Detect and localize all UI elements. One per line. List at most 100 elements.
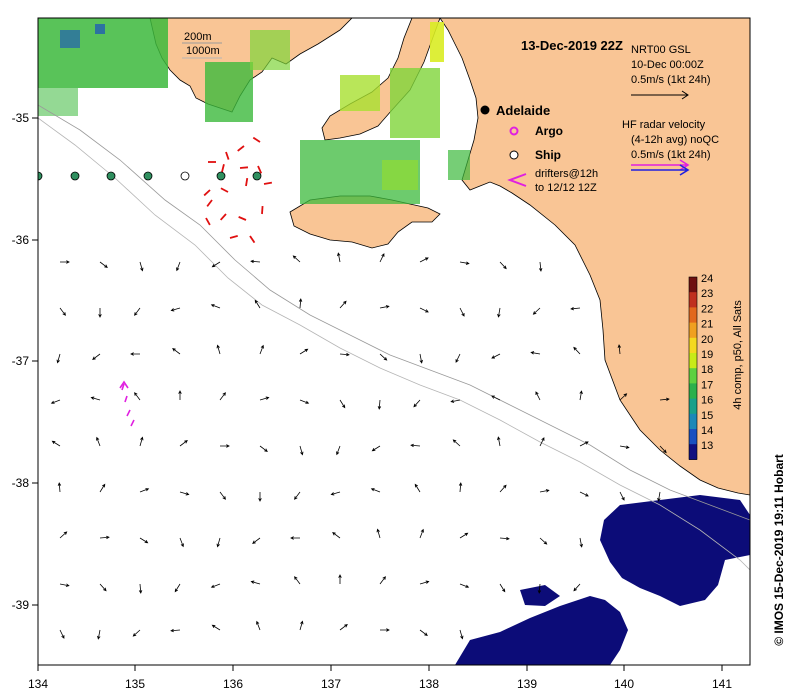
velocity-arrow [179, 537, 184, 548]
drifter-arrow [220, 187, 229, 193]
colorbar-tick-label: 21 [701, 319, 713, 331]
drifter-legend-icon [507, 173, 527, 187]
velocity-arrow [90, 396, 101, 401]
velocity-arrow [176, 261, 181, 272]
velocity-arrow [258, 492, 262, 502]
velocity-arrows [50, 252, 670, 640]
colorbar-tick-label: 18 [701, 364, 713, 376]
colorbar-tick-label: 17 [701, 379, 713, 391]
velocity-arrow [51, 440, 61, 447]
colorbar-swatch [689, 368, 697, 384]
velocity-arrow [50, 399, 61, 404]
hf-scale-arrow-blue-icon [631, 164, 690, 176]
drifter-arrow [225, 151, 230, 160]
velocity-arrow [256, 620, 261, 631]
velocity-arrow [179, 491, 190, 496]
velocity-arrow [339, 399, 346, 409]
velocity-arrow [579, 537, 583, 548]
velocity-arrow [379, 576, 386, 585]
velocity-arrow [290, 536, 300, 540]
velocity-arrow [380, 628, 390, 632]
hf-legend-line3: 0.5m/s (1kt 24h) [631, 149, 710, 161]
drifter-arrow [203, 189, 211, 197]
gsl-legend-line2: 10-Dec 00:00Z [631, 59, 704, 71]
lat-tick-marks [32, 117, 38, 606]
velocity-arrow [252, 537, 261, 544]
velocity-arrow [459, 307, 465, 317]
hf-radar-legend: HF radar velocity (4-12h avg) noQC 0.5m/… [622, 119, 719, 176]
velocity-arrow [219, 392, 226, 401]
velocity-arrow [97, 629, 101, 640]
colorbar-tick-label: 19 [701, 349, 713, 361]
velocity-arrow [413, 399, 421, 408]
depth-label-1000m: 1000m [186, 45, 220, 57]
colorbar-tick-label: 24 [701, 273, 713, 285]
adelaide-marker-icon [480, 105, 490, 115]
hf-legend-line1: HF radar velocity [622, 119, 706, 131]
colorbar-swatch [689, 429, 697, 445]
velocity-arrow [414, 483, 421, 493]
velocity-arrow [450, 399, 461, 403]
colorbar-swatch [689, 307, 697, 324]
velocity-arrow [539, 537, 548, 545]
velocity-arrow [499, 261, 507, 270]
velocity-arrow [60, 260, 70, 264]
lon-tick-label: 137 [321, 677, 341, 691]
velocity-arrow [259, 396, 270, 401]
velocity-arrow [211, 261, 221, 268]
velocity-arrow [499, 484, 507, 493]
velocity-arrow [299, 348, 309, 355]
velocity-arrow [99, 261, 108, 268]
colorbar-swatch [689, 383, 697, 400]
velocity-arrow [619, 393, 628, 401]
gsl-legend: NRT00 GSL 10-Dec 00:00Z 0.5m/s (1kt 24h) [631, 44, 710, 100]
credit-text: © IMOS 15-Dec-2019 19:11 Hobart [772, 454, 786, 646]
velocity-arrow [139, 537, 149, 544]
velocity-arrow [92, 353, 101, 360]
colorbar-tick-label: 16 [701, 395, 713, 407]
velocity-arrow [250, 580, 261, 585]
velocity-arrow [172, 348, 181, 355]
velocity-arrow [299, 620, 304, 631]
velocity-arrow [134, 392, 141, 401]
velocity-arrow [659, 445, 667, 454]
velocity-arrow [299, 445, 304, 456]
velocity-arrow [419, 580, 430, 585]
velocity-arrow [619, 491, 625, 501]
velocity-arrow [99, 535, 110, 540]
hf-legend-line2: (4-12h avg) noQC [631, 134, 719, 146]
lon-tick-marks [37, 665, 723, 671]
velocity-arrow [419, 528, 424, 539]
gsl-legend-line3: 0.5m/s (1kt 24h) [631, 74, 710, 86]
velocity-arrow [59, 307, 66, 316]
velocity-arrow [220, 444, 230, 448]
drifter-arrow [229, 235, 238, 239]
drifter-arrow [206, 199, 213, 207]
velocity-arrow [336, 445, 341, 456]
velocity-arrow [491, 353, 501, 359]
contour-200m [38, 104, 750, 521]
velocity-arrow [419, 629, 428, 636]
velocity-arrow [371, 445, 381, 452]
velocity-arrow [379, 305, 390, 309]
depth-legend: 200m 1000m [182, 31, 222, 59]
velocity-arrow [59, 583, 70, 587]
sst-cold-patches [455, 495, 750, 665]
colorbar-swatch [689, 413, 697, 430]
velocity-arrow [379, 353, 388, 361]
lat-tick-labels: -35 -36 -37 -38 -39 [12, 111, 30, 612]
lon-tick-label: 135 [125, 677, 145, 691]
sst-warm-patches [38, 18, 470, 204]
velocity-arrow [59, 629, 65, 639]
colorbar-swatch [689, 398, 697, 415]
argo-legend-icon [509, 126, 519, 136]
drifter-arrow [238, 216, 247, 221]
velocity-arrow [338, 574, 342, 584]
velocity-arrow [535, 391, 541, 401]
drifter-arrow [257, 165, 263, 174]
velocity-arrow [57, 482, 62, 493]
argo-legend-label: Argo [535, 124, 563, 138]
gsl-scale-arrow-icon [631, 90, 689, 100]
velocity-arrow [174, 583, 181, 593]
